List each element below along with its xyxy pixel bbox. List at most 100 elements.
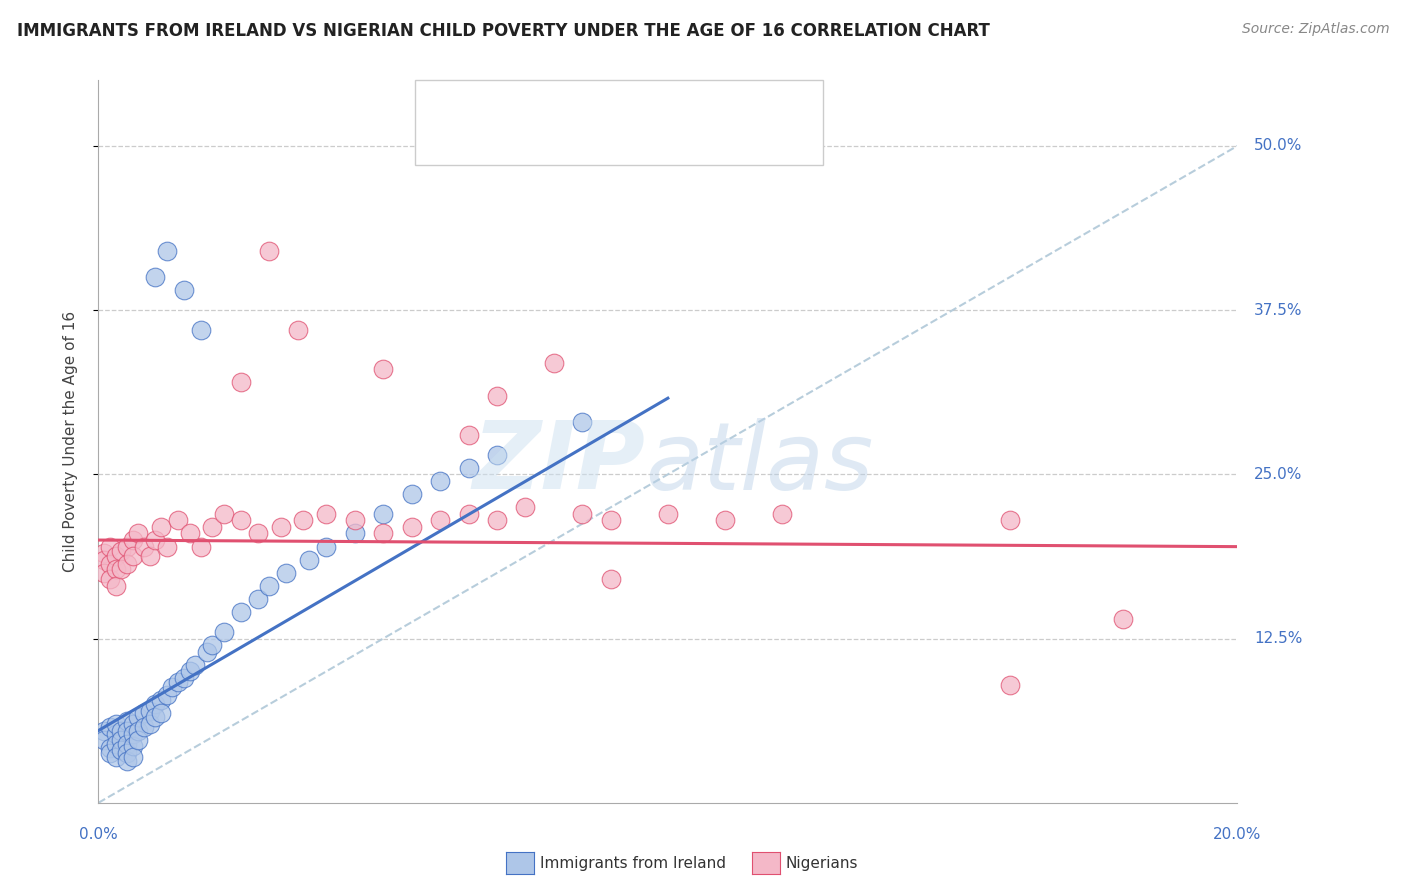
- Point: [173, 284, 195, 298]
- Point: [104, 749, 127, 764]
- Point: [121, 727, 143, 741]
- Point: [486, 513, 509, 527]
- Point: [167, 675, 190, 690]
- Point: [145, 710, 167, 724]
- Point: [343, 526, 366, 541]
- Point: [104, 579, 127, 593]
- Point: [145, 533, 167, 547]
- Point: [457, 428, 479, 442]
- Point: [190, 323, 212, 337]
- Point: [132, 720, 155, 734]
- Text: 0.0%: 0.0%: [79, 827, 118, 841]
- Point: [93, 546, 115, 560]
- Point: [714, 513, 737, 527]
- Point: [156, 244, 179, 258]
- Text: atlas: atlas: [645, 417, 873, 508]
- Text: 37.5%: 37.5%: [1254, 302, 1302, 318]
- Point: [276, 566, 298, 580]
- Point: [115, 540, 138, 554]
- Point: [115, 557, 138, 571]
- Point: [343, 513, 366, 527]
- Point: [373, 507, 395, 521]
- Point: [127, 710, 149, 724]
- Point: [195, 645, 218, 659]
- Text: 25.0%: 25.0%: [1254, 467, 1302, 482]
- Text: IMMIGRANTS FROM IRELAND VS NIGERIAN CHILD POVERTY UNDER THE AGE OF 16 CORRELATIO: IMMIGRANTS FROM IRELAND VS NIGERIAN CHIL…: [17, 22, 990, 40]
- Point: [373, 362, 395, 376]
- Text: ZIP: ZIP: [472, 417, 645, 509]
- Point: [104, 727, 127, 741]
- Point: [132, 540, 155, 554]
- Point: [98, 540, 121, 554]
- Text: R =   0.321  N = 58: R = 0.321 N = 58: [481, 98, 654, 113]
- Point: [93, 566, 115, 580]
- Point: [401, 520, 423, 534]
- Point: [998, 677, 1021, 691]
- Point: [93, 723, 115, 738]
- Point: [571, 415, 593, 429]
- Point: [259, 244, 281, 258]
- Point: [373, 526, 395, 541]
- Point: [98, 740, 121, 755]
- Point: [115, 754, 138, 768]
- Point: [98, 557, 121, 571]
- Point: [115, 723, 138, 738]
- Point: [179, 665, 201, 679]
- Point: [121, 749, 143, 764]
- Point: [571, 507, 593, 521]
- Point: [486, 448, 509, 462]
- Point: [1112, 612, 1135, 626]
- Text: 12.5%: 12.5%: [1254, 632, 1302, 646]
- Point: [543, 356, 565, 370]
- Point: [156, 540, 179, 554]
- Point: [104, 717, 127, 731]
- Point: [167, 513, 190, 527]
- Point: [93, 732, 115, 747]
- Y-axis label: Child Poverty Under the Age of 16: Child Poverty Under the Age of 16: [63, 311, 77, 572]
- Point: [104, 549, 127, 563]
- Point: [138, 704, 160, 718]
- Text: Source: ZipAtlas.com: Source: ZipAtlas.com: [1241, 22, 1389, 37]
- Point: [110, 732, 132, 747]
- Point: [657, 507, 679, 521]
- Point: [138, 717, 160, 731]
- Point: [190, 540, 212, 554]
- Text: Immigrants from Ireland: Immigrants from Ireland: [540, 856, 725, 871]
- Point: [315, 540, 337, 554]
- Point: [298, 553, 321, 567]
- Point: [600, 573, 623, 587]
- Point: [110, 543, 132, 558]
- Point: [259, 579, 281, 593]
- Point: [121, 549, 143, 563]
- Point: [104, 737, 127, 751]
- Point: [229, 605, 252, 619]
- Point: [998, 513, 1021, 527]
- Point: [515, 500, 537, 515]
- Point: [212, 507, 235, 521]
- Point: [121, 739, 143, 754]
- Point: [93, 553, 115, 567]
- Point: [486, 388, 509, 402]
- Point: [292, 513, 315, 527]
- Point: [127, 526, 149, 541]
- Point: [246, 526, 269, 541]
- Point: [145, 698, 167, 712]
- Point: [457, 507, 479, 521]
- Text: 20.0%: 20.0%: [1213, 827, 1261, 841]
- Point: [229, 513, 252, 527]
- Point: [127, 732, 149, 747]
- Point: [121, 533, 143, 547]
- Point: [457, 460, 479, 475]
- Text: Nigerians: Nigerians: [786, 856, 859, 871]
- Point: [115, 737, 138, 751]
- Point: [98, 573, 121, 587]
- Point: [246, 592, 269, 607]
- Point: [98, 746, 121, 760]
- Point: [201, 520, 224, 534]
- Point: [150, 693, 173, 707]
- Point: [173, 671, 195, 685]
- Point: [156, 688, 179, 702]
- Point: [229, 376, 252, 390]
- Point: [104, 562, 127, 576]
- Point: [115, 714, 138, 729]
